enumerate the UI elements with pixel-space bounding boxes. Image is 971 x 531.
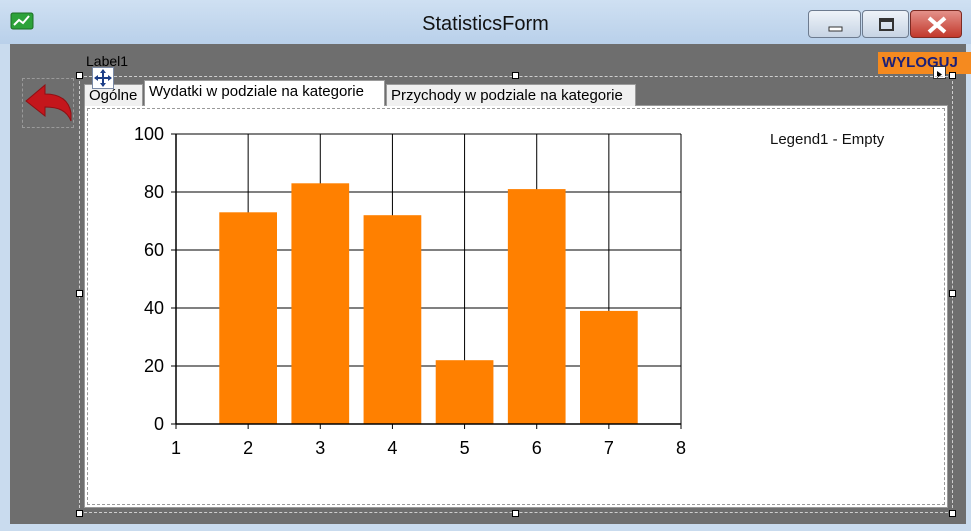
x-tick-label: 8 xyxy=(676,438,686,458)
resize-handle-l[interactable] xyxy=(76,290,83,297)
close-button[interactable] xyxy=(910,10,962,38)
chart-bar xyxy=(580,310,638,424)
resize-handle-b[interactable] xyxy=(512,510,519,517)
x-tick-label: 3 xyxy=(315,438,325,458)
x-tick-label: 2 xyxy=(243,438,253,458)
resize-handle-tr[interactable] xyxy=(949,72,956,79)
x-tick-label: 7 xyxy=(604,438,614,458)
title-bar[interactable]: StatisticsForm xyxy=(0,0,971,44)
resize-handle-r[interactable] xyxy=(949,290,956,297)
y-tick-label: 80 xyxy=(144,182,164,202)
chart-bar xyxy=(363,215,422,424)
x-tick-label: 5 xyxy=(460,438,470,458)
minimize-icon xyxy=(828,26,843,32)
chart-bar xyxy=(219,212,277,424)
y-tick-label: 100 xyxy=(134,124,164,144)
x-tick-label: 4 xyxy=(387,438,397,458)
chart-bar xyxy=(291,183,350,424)
chart-area xyxy=(87,108,945,505)
y-tick-label: 60 xyxy=(144,240,164,260)
y-tick-label: 0 xyxy=(154,414,164,434)
chart-app-icon xyxy=(10,12,34,30)
x-tick-label: 1 xyxy=(171,438,181,458)
label1: Label1 xyxy=(86,53,129,69)
y-tick-label: 40 xyxy=(144,298,164,318)
smart-tag-glyph[interactable] xyxy=(933,66,946,79)
chart-bar xyxy=(507,189,566,424)
y-tick-label: 20 xyxy=(144,356,164,376)
resize-handle-tl[interactable] xyxy=(76,72,83,79)
tab-wydatki[interactable]: Wydatki w podziale na kategorie xyxy=(144,80,385,106)
resize-handle-br[interactable] xyxy=(949,510,956,517)
chart-legend: Legend1 - Empty xyxy=(770,131,885,148)
resize-handle-t[interactable] xyxy=(512,72,519,79)
resize-handle-bl[interactable] xyxy=(76,510,83,517)
window-title: StatisticsForm xyxy=(422,13,549,35)
move-handle[interactable] xyxy=(92,67,114,89)
back-button[interactable] xyxy=(22,78,74,128)
maximize-button[interactable] xyxy=(862,10,909,38)
back-arrow-icon xyxy=(25,83,72,122)
move-icon xyxy=(94,69,112,87)
minimize-button[interactable] xyxy=(808,10,861,38)
tab-przychody[interactable]: Przychody w podziale na kategorie xyxy=(386,84,636,106)
close-icon xyxy=(927,16,947,34)
maximize-icon xyxy=(879,18,894,31)
chart-bar xyxy=(435,360,494,424)
x-tick-label: 6 xyxy=(532,438,542,458)
